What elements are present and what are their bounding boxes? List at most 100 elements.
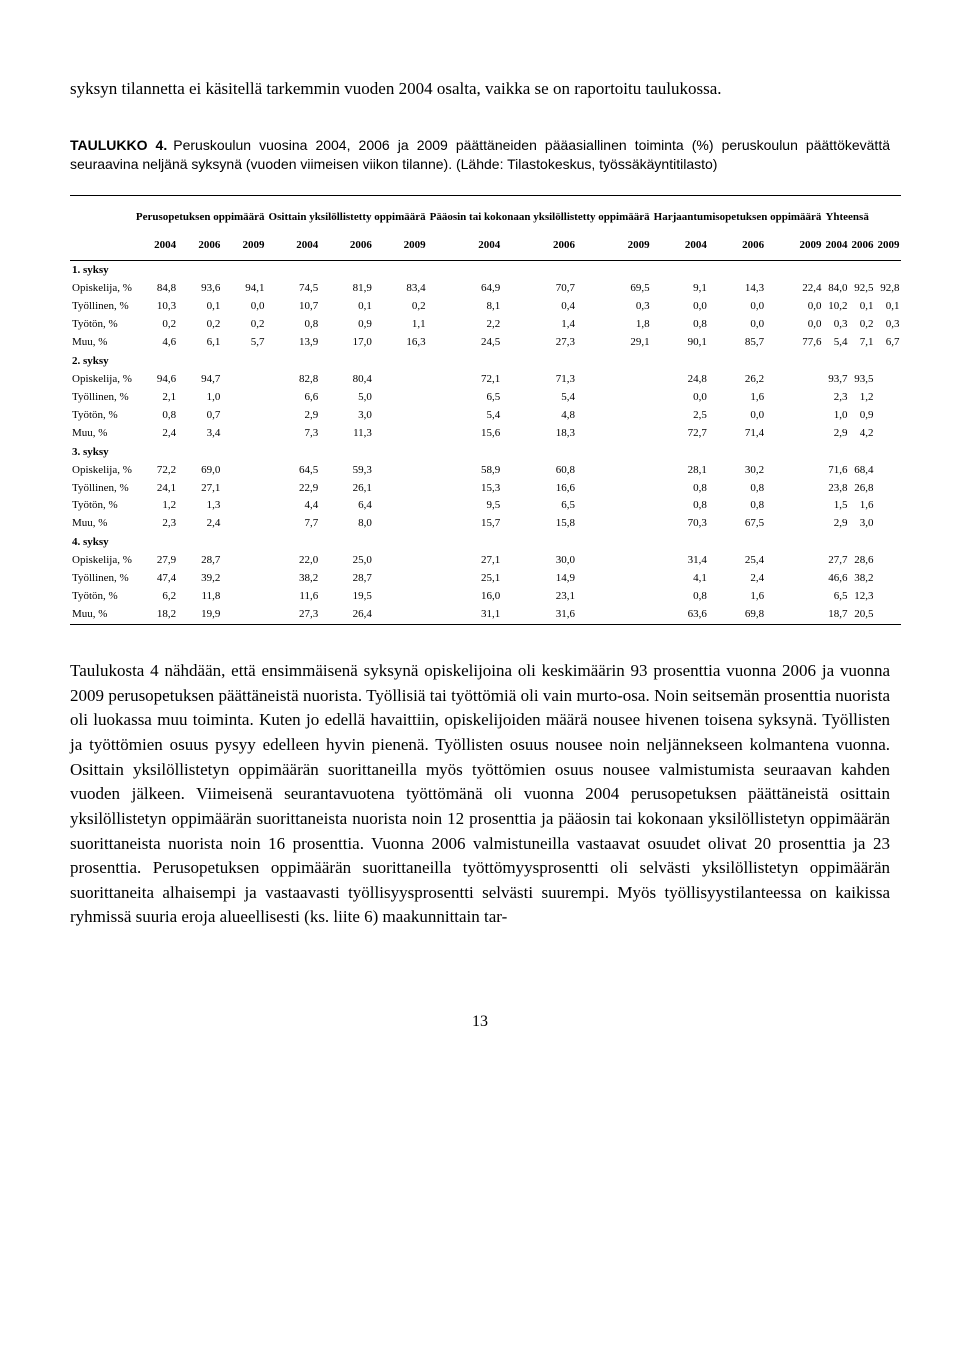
table-row: Työllinen, %2,11,06,65,06,55,40,01,62,31…	[70, 389, 901, 407]
cell: 0,0	[652, 298, 709, 316]
cell: 2,9	[823, 425, 849, 443]
cell: 14,9	[502, 570, 577, 588]
caption-body: Peruskoulun vuosina 2004, 2006 ja 2009 p…	[70, 137, 890, 172]
cell: 71,6	[823, 462, 849, 480]
section-title: 4. syksy	[70, 533, 901, 552]
cell	[577, 497, 652, 515]
cell: 14,3	[709, 280, 766, 298]
cell	[875, 425, 901, 443]
cell: 23,8	[823, 480, 849, 498]
section-title: 1. syksy	[70, 261, 901, 280]
cell: 27,1	[178, 480, 222, 498]
cell	[222, 606, 266, 624]
cell	[875, 570, 901, 588]
cell: 6,6	[267, 389, 321, 407]
cell	[374, 515, 428, 533]
cell: 25,0	[320, 552, 374, 570]
row-label: Muu, %	[70, 425, 134, 443]
cell: 0,2	[178, 316, 222, 334]
row-label: Työllinen, %	[70, 480, 134, 498]
cell	[766, 407, 823, 425]
table-row: Työtön, %0,20,20,20,80,91,12,21,41,80,80…	[70, 316, 901, 334]
cell	[875, 480, 901, 498]
table-row: Opiskelija, %72,269,064,559,358,960,828,…	[70, 462, 901, 480]
cell: 16,0	[428, 588, 503, 606]
table-row: Muu, %18,219,927,326,431,131,663,669,818…	[70, 606, 901, 624]
row-label: Opiskelija, %	[70, 280, 134, 298]
table-row: Työllinen, %47,439,238,228,725,114,94,12…	[70, 570, 901, 588]
cell: 7,3	[267, 425, 321, 443]
cell: 11,6	[267, 588, 321, 606]
cell: 5,4	[428, 407, 503, 425]
cell	[222, 371, 266, 389]
cell: 0,8	[652, 480, 709, 498]
cell	[577, 371, 652, 389]
cell: 0,0	[709, 298, 766, 316]
cell: 27,3	[267, 606, 321, 624]
cell: 0,1	[320, 298, 374, 316]
cell: 29,1	[577, 334, 652, 352]
cell	[766, 389, 823, 407]
cell: 0,3	[875, 316, 901, 334]
cell: 25,1	[428, 570, 503, 588]
cell: 6,2	[134, 588, 178, 606]
cell: 0,8	[267, 316, 321, 334]
row-label: Työtön, %	[70, 316, 134, 334]
cell: 84,8	[134, 280, 178, 298]
cell: 11,3	[320, 425, 374, 443]
row-label: Työtön, %	[70, 497, 134, 515]
cell: 80,4	[320, 371, 374, 389]
cell: 31,6	[502, 606, 577, 624]
cell: 93,7	[823, 371, 849, 389]
row-label: Muu, %	[70, 334, 134, 352]
group-header: Harjaantumisopetuksen oppimäärä	[652, 196, 824, 236]
cell: 0,0	[709, 316, 766, 334]
cell	[222, 389, 266, 407]
cell: 0,0	[766, 298, 823, 316]
cell: 93,5	[849, 371, 875, 389]
cell: 24,1	[134, 480, 178, 498]
cell: 69,0	[178, 462, 222, 480]
cell	[875, 389, 901, 407]
cell: 24,5	[428, 334, 503, 352]
cell	[577, 552, 652, 570]
cell: 27,3	[502, 334, 577, 352]
cell: 6,5	[823, 588, 849, 606]
cell: 83,4	[374, 280, 428, 298]
cell: 82,8	[267, 371, 321, 389]
cell: 0,4	[502, 298, 577, 316]
cell: 10,7	[267, 298, 321, 316]
cell: 10,3	[134, 298, 178, 316]
cell	[875, 462, 901, 480]
cell	[577, 462, 652, 480]
cell: 0,3	[823, 316, 849, 334]
cell	[222, 515, 266, 533]
row-label: Työllinen, %	[70, 389, 134, 407]
cell: 74,5	[267, 280, 321, 298]
cell: 8,0	[320, 515, 374, 533]
row-label: Muu, %	[70, 606, 134, 624]
cell	[374, 606, 428, 624]
cell: 5,4	[502, 389, 577, 407]
cell: 0,8	[134, 407, 178, 425]
cell: 90,1	[652, 334, 709, 352]
cell	[374, 389, 428, 407]
cell: 0,2	[374, 298, 428, 316]
cell: 4,6	[134, 334, 178, 352]
cell: 46,6	[823, 570, 849, 588]
cell: 58,9	[428, 462, 503, 480]
group-header-row: Perusopetuksen oppimäärä Osittain yksilö…	[70, 196, 901, 236]
cell	[766, 371, 823, 389]
group-header: Yhteensä	[823, 196, 901, 236]
cell	[222, 552, 266, 570]
cell	[875, 552, 901, 570]
cell: 1,2	[849, 389, 875, 407]
cell	[374, 462, 428, 480]
cell: 72,2	[134, 462, 178, 480]
cell: 13,9	[267, 334, 321, 352]
cell: 4,4	[267, 497, 321, 515]
cell	[577, 425, 652, 443]
cell: 9,5	[428, 497, 503, 515]
cell: 1,0	[178, 389, 222, 407]
cell: 92,5	[849, 280, 875, 298]
